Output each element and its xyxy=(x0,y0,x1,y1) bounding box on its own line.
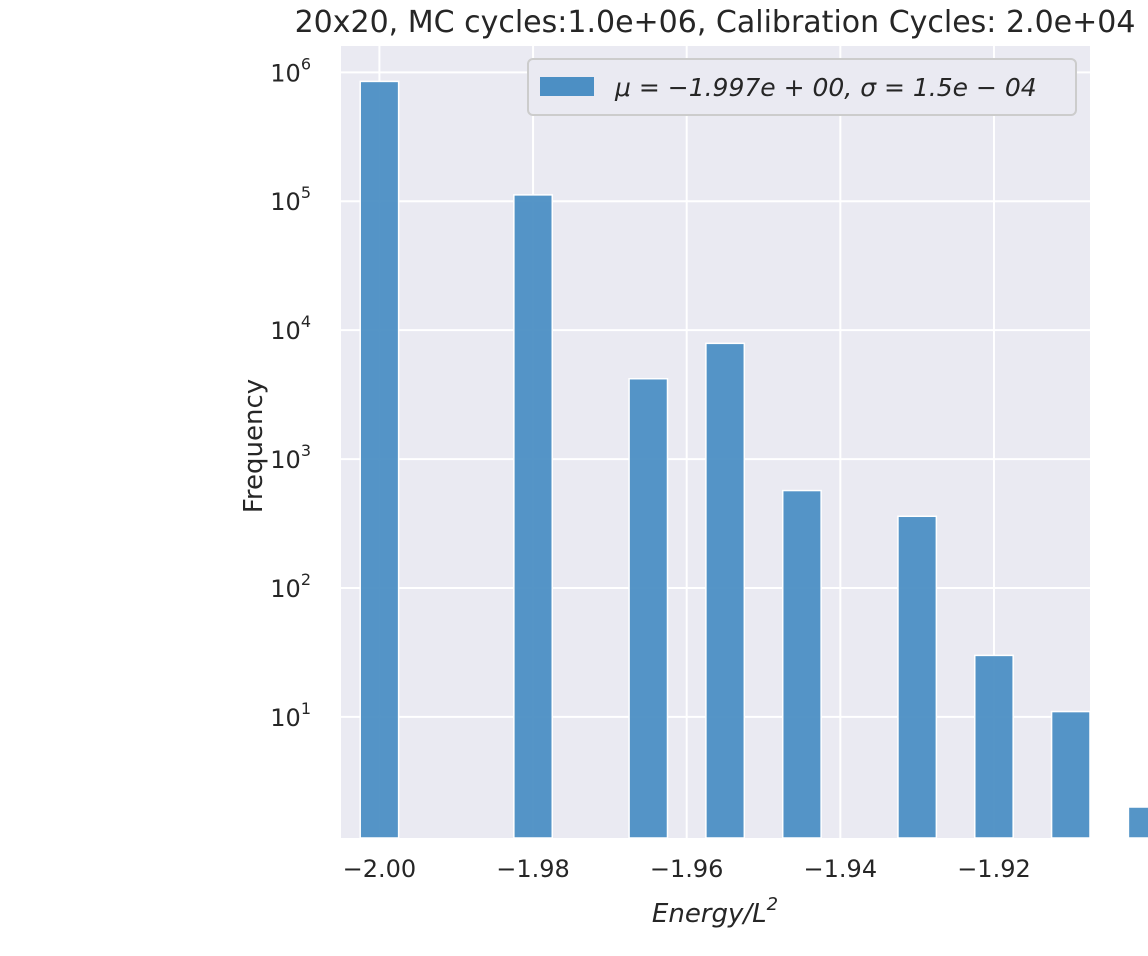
histogram-bar xyxy=(1050,710,1091,839)
x-axis-label-base: Energy/L xyxy=(652,899,767,929)
y-tick-label: 101 xyxy=(270,699,311,732)
x-tick-label: −1.96 xyxy=(650,855,724,883)
legend-box xyxy=(527,58,1077,116)
x-axis-label-exponent: 2 xyxy=(767,894,778,915)
y-axis-label: Frequency xyxy=(239,379,269,513)
histogram-bar xyxy=(781,489,822,839)
histogram-bar xyxy=(628,377,669,839)
x-axis-ticks: −2.00 −1.98 −1.96 −1.94 −1.92 xyxy=(343,855,1031,883)
x-tick-label: −1.94 xyxy=(804,855,878,883)
legend-swatch xyxy=(540,77,594,96)
x-tick-label: −2.00 xyxy=(343,855,417,883)
chart-title: 20x20, MC cycles:1.0e+06, Calibration Cy… xyxy=(295,5,1136,40)
histogram-bar xyxy=(897,515,938,839)
y-tick-label: 105 xyxy=(270,183,311,216)
x-tick-label: −1.92 xyxy=(957,855,1031,883)
histogram-bar xyxy=(1127,806,1148,839)
histogram-bar xyxy=(359,80,400,839)
histogram-bar xyxy=(974,654,1014,839)
y-tick-label: 103 xyxy=(270,441,311,474)
legend-label: μ = −1.997e + 00, σ = 1.5e − 04 xyxy=(614,73,1037,102)
y-tick-label: 104 xyxy=(270,312,311,345)
y-axis-ticks: 101 102 103 104 105 106 xyxy=(270,54,311,732)
x-axis-label: Energy/L2 xyxy=(652,894,778,929)
y-tick-label: 102 xyxy=(270,570,311,603)
histogram-bar xyxy=(705,342,746,839)
y-tick-label: 106 xyxy=(270,54,311,87)
histogram-bar xyxy=(513,194,554,839)
legend: μ = −1.997e + 00, σ = 1.5e − 04 xyxy=(527,58,1077,116)
x-tick-label: −1.98 xyxy=(496,855,570,883)
histogram-bars xyxy=(359,80,1148,839)
